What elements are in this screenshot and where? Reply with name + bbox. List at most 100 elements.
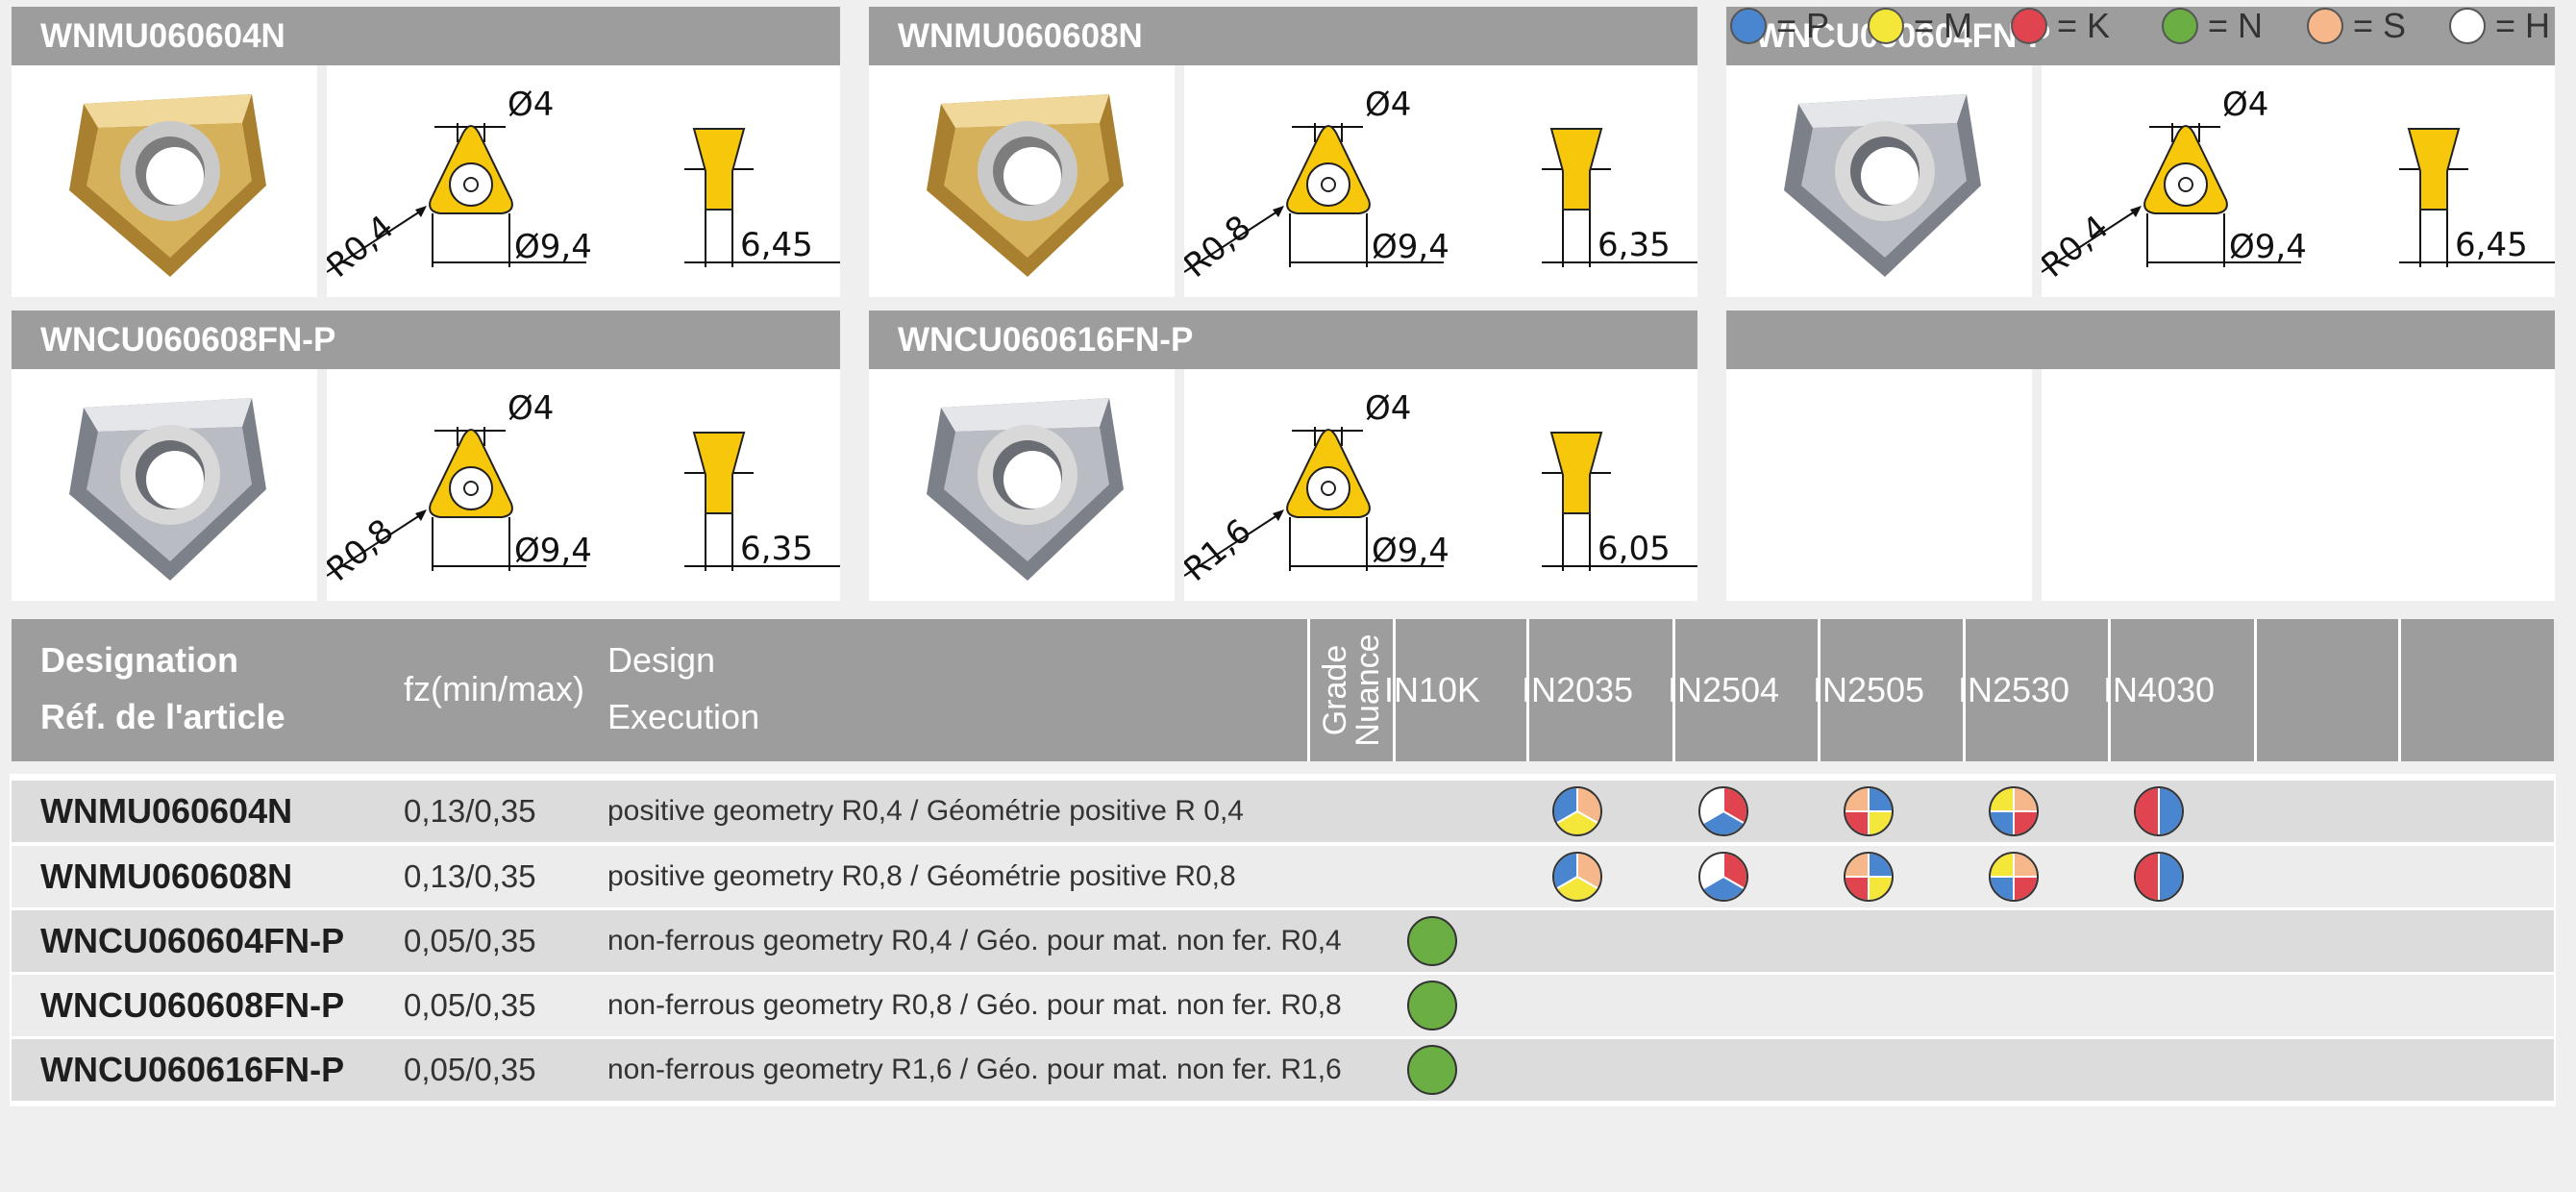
hole-diameter: Ø4	[1365, 389, 1411, 428]
insert-photo	[12, 65, 317, 297]
corner-radius: R1,6	[1184, 511, 1258, 589]
inscribed-diameter: Ø9,4	[2229, 228, 2307, 266]
insert-card-2: WNMU060608N Ø4 Ø9,4 R0,8 6,35	[869, 7, 1697, 297]
legend-label: = N	[2208, 6, 2264, 45]
material-group-icon	[1988, 851, 2040, 903]
grade-indicator-in2530	[1988, 785, 2040, 837]
grade-header-in2530: IN2530	[1957, 670, 2070, 709]
header-design: Design	[607, 640, 716, 680]
material-group-icon	[1407, 916, 1457, 966]
table-row: WNMU060608N 0,13/0,35 positive geometry R0…	[12, 846, 2554, 907]
insert-photo-image	[69, 94, 266, 277]
row-designation: WNCU060608FN-P	[40, 985, 345, 1025]
insert-title: WNMU060604N	[12, 7, 840, 65]
insert-photo-image	[1784, 94, 1981, 277]
insert-thickness: 6,45	[740, 226, 813, 264]
inscribed-diameter: Ø9,4	[514, 228, 592, 266]
insert-thickness: 6,35	[740, 530, 813, 568]
insert-photo	[869, 369, 1175, 601]
legend-item-m: = M	[1868, 0, 1972, 52]
material-group-icon	[1843, 785, 1895, 837]
insert-thickness: 6,35	[1598, 226, 1671, 264]
row-description: non-ferrous geometry R1,6 / Géo. pour ma…	[607, 1054, 1342, 1085]
corner-radius: R0,4	[2042, 208, 2116, 286]
material-group-icon	[1698, 851, 1748, 902]
legend-item-p: = P	[1730, 0, 1829, 52]
hole-diameter: Ø4	[508, 86, 554, 124]
legend-label: = K	[2057, 6, 2111, 45]
insert-photo-image	[927, 94, 1124, 277]
material-group-icon	[2134, 785, 2184, 837]
hole-diameter: Ø4	[508, 389, 554, 428]
corner-radius: R0,8	[327, 511, 401, 589]
insert-card-1: WNMU060604N Ø4 Ø9,4 R0,4 6,45	[12, 7, 840, 297]
legend-label: = H	[2495, 6, 2551, 45]
legend-label: = S	[2353, 6, 2407, 45]
header-fz: fz(min/max)	[404, 669, 584, 708]
row-description: non-ferrous geometry R0,4 / Géo. pour ma…	[607, 925, 1342, 956]
dimension-drawing: Ø4 Ø9,4 R0,8 6,35	[1177, 86, 1697, 286]
grade-indicator-in10k	[1406, 980, 1458, 1031]
insert-photo-image	[69, 398, 266, 581]
insert-drawing: Ø4 Ø9,4 R0,8 6,35	[319, 369, 840, 601]
header-reference: Réf. de l'article	[40, 697, 285, 736]
legend-color-icon	[1730, 8, 1767, 44]
insert-title: WNCU060616FN-P	[869, 310, 1697, 369]
material-group-icon	[1843, 851, 1895, 903]
dimension-drawing: Ø4 Ø9,4 R1,6 6,05	[1177, 389, 1697, 589]
table-row: WNCU060616FN-P 0,05/0,35 non-ferrous geome…	[12, 1039, 2554, 1101]
grade-header-in10k: IN10K	[1383, 670, 1481, 709]
legend-label: = P	[1776, 6, 1830, 45]
corner-radius: R0,4	[327, 208, 401, 286]
grade-indicator-in2530	[1988, 851, 2040, 903]
dimension-drawing: Ø4 Ø9,4 R0,4 6,45	[319, 86, 840, 286]
material-group-icon	[1407, 981, 1457, 1031]
row-designation: WNMU060608N	[40, 857, 293, 896]
grade-indicator-in2505	[1843, 785, 1895, 837]
empty-card-header	[1726, 310, 2555, 369]
header-grade: Grade	[1317, 644, 1353, 736]
material-group-icon	[1988, 785, 2040, 837]
insert-card-4: WNCU060608FN-P Ø4 Ø9,4 R0,8 6,35	[12, 310, 840, 601]
dimension-drawing: Ø4 Ø9,4 R0,4 6,45	[2034, 86, 2555, 286]
table-header: Designation Réf. de l'article fz(min/max…	[12, 619, 2554, 761]
header-designation: Designation	[40, 640, 239, 680]
header-execution: Execution	[607, 697, 760, 736]
legend-color-icon	[2307, 8, 2343, 44]
row-fz: 0,05/0,35	[404, 1052, 536, 1087]
grade-indicator-in2035	[1551, 851, 1603, 903]
grade-indicator-in10k	[1406, 915, 1458, 967]
table-row: WNMU060604N 0,13/0,35 positive geometry R0…	[12, 781, 2554, 842]
grade-indicator-in4030	[2133, 785, 2185, 837]
grade-indicator-in4030	[2133, 851, 2185, 903]
insert-thickness: 6,05	[1598, 530, 1671, 568]
material-group-icon	[1698, 785, 1748, 836]
insert-title: WNCU060608FN-P	[12, 310, 840, 369]
grade-indicator-in10k	[1406, 1044, 1458, 1096]
insert-drawing: Ø4 Ø9,4 R0,4 6,45	[2034, 65, 2555, 297]
insert-title: WNCU060604FN-P	[1726, 7, 2555, 65]
material-group-icon	[2134, 851, 2184, 903]
row-fz: 0,13/0,35	[404, 858, 536, 894]
row-fz: 0,05/0,35	[404, 987, 536, 1023]
insert-photo	[869, 65, 1175, 297]
legend-item-h: = H	[2449, 0, 2550, 52]
legend-item-s: = S	[2307, 0, 2406, 52]
dimension-drawing: Ø4 Ø9,4 R0,8 6,35	[319, 389, 840, 589]
row-fz: 0,13/0,35	[404, 793, 536, 829]
insert-title: WNMU060608N	[869, 7, 1697, 65]
corner-radius: R0,8	[1184, 208, 1258, 286]
row-designation: WNMU060604N	[40, 791, 293, 831]
row-fz: 0,05/0,35	[404, 923, 536, 958]
grade-header-in4030: IN4030	[2102, 670, 2216, 709]
inscribed-diameter: Ø9,4	[514, 532, 592, 570]
legend-item-n: = N	[2162, 0, 2263, 52]
grade-indicator-in2504	[1697, 851, 1749, 903]
legend-color-icon	[2011, 8, 2047, 44]
legend-label: = M	[1914, 6, 1973, 45]
empty-card	[1726, 310, 2555, 601]
row-designation: WNCU060604FN-P	[40, 921, 345, 960]
legend-color-icon	[1868, 8, 1904, 44]
grade-header-in2504: IN2504	[1667, 670, 1780, 709]
row-description: positive geometry R0,8 / Géométrie posit…	[607, 860, 1236, 892]
